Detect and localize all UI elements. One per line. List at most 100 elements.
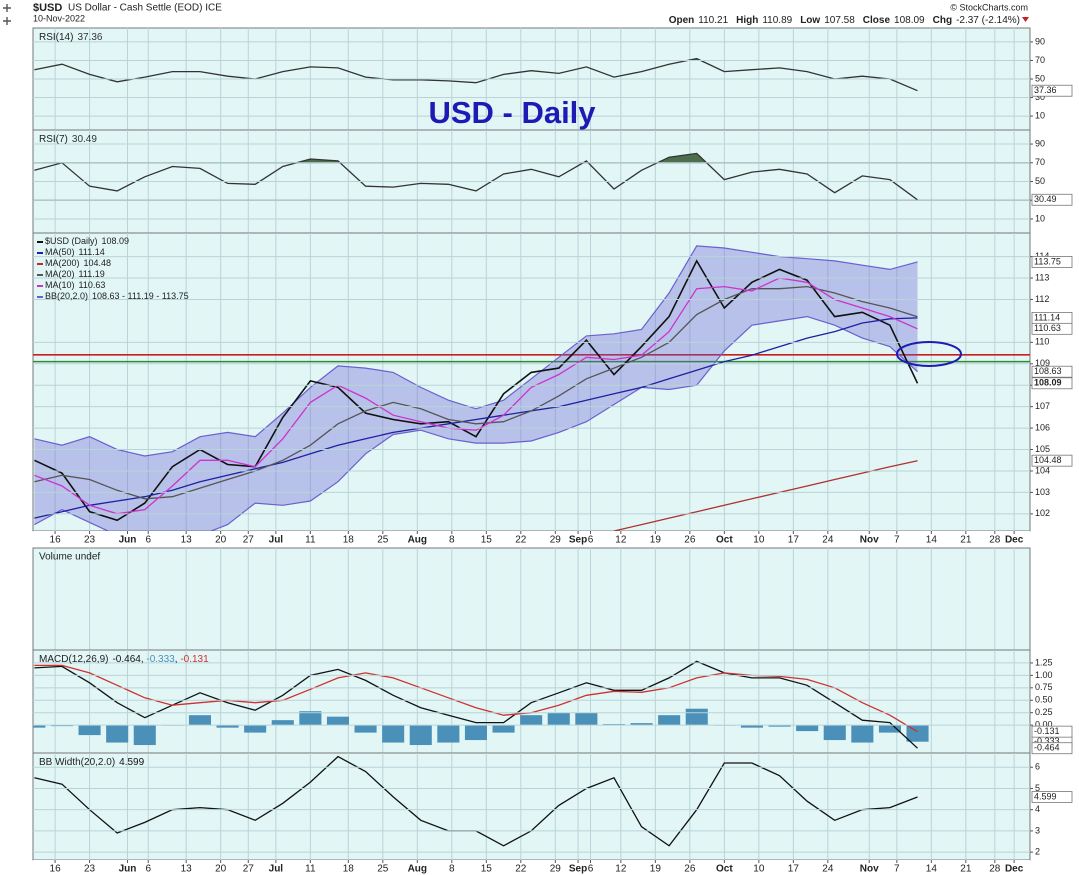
y-tick-label: 102: [1035, 508, 1050, 518]
y-tick-label: 0.25: [1035, 707, 1053, 717]
y-tick-label: 90: [1035, 36, 1045, 46]
y-tick-label: 0.00: [1035, 720, 1053, 730]
legend-entry: RSI(14) 37.36: [39, 32, 103, 43]
x-tick-label: 18: [343, 864, 355, 875]
last-value-box: [1031, 256, 1073, 268]
y-tick-label: 10: [1035, 110, 1045, 120]
y-tick-label: 0.50: [1035, 695, 1053, 705]
histogram-bar: [437, 725, 460, 743]
histogram-bar: [796, 725, 819, 732]
band-area: [34, 245, 918, 531]
x-tick-label: 12: [615, 864, 627, 875]
histogram-bar: [271, 720, 294, 726]
y-tick-label: 70: [1035, 55, 1045, 65]
y-tick-label: 90: [1035, 138, 1045, 148]
histogram-bar: [520, 715, 543, 726]
histogram-bar: [106, 725, 129, 743]
legend-entry: BB(20,2.0) 108.63 - 111.19 - 113.75: [45, 291, 189, 301]
x-tick-label: Jul: [269, 535, 284, 546]
x-tick-label: 6: [588, 535, 594, 546]
x-tick-label: 28: [989, 535, 1001, 546]
histogram-bar: [326, 716, 350, 726]
y-tick-label: 107: [1035, 401, 1050, 411]
date-row: [33, 860, 1030, 875]
histogram-bar: [851, 725, 874, 743]
x-tick-label: Jun: [119, 535, 137, 546]
series-line: [34, 277, 918, 515]
quote-label: Close: [863, 15, 891, 26]
x-tick-label: Nov: [860, 864, 879, 875]
legend-name: MA(50): [45, 247, 75, 257]
last-value-label: 37.36: [1034, 85, 1057, 95]
y-tick-label: 1.25: [1035, 657, 1053, 667]
histogram-bar: [547, 712, 570, 726]
legend-entry: MA(20) 111.19: [45, 269, 105, 279]
y-tick-label: 104: [1035, 465, 1050, 475]
series-line: [34, 660, 918, 749]
last-value-box: [1031, 791, 1073, 803]
last-value-label: 104.48: [1034, 455, 1062, 465]
histogram-bar: [409, 725, 432, 746]
last-value-label: 113.75: [1034, 256, 1061, 266]
last-value-label: 30.49: [1034, 194, 1057, 204]
x-tick-label: 29: [550, 535, 562, 546]
x-tick-label: 20: [215, 864, 227, 875]
series-line: [34, 317, 918, 519]
annotation: USD - Daily: [428, 95, 596, 130]
x-tick-label: 13: [181, 535, 193, 546]
y-tick-label: 50: [1035, 176, 1045, 186]
panel-background: [32, 752, 1031, 861]
x-tick-label: 11: [305, 864, 316, 875]
x-tick-label: 27: [243, 864, 255, 875]
histogram-bar: [630, 723, 653, 726]
x-tick-label: 6: [145, 535, 151, 546]
x-tick-label: 21: [960, 864, 972, 875]
x-tick-label: 23: [84, 535, 96, 546]
x-tick-label: 19: [650, 864, 662, 875]
quote-label: High: [736, 15, 758, 26]
legend-name: MA(10): [45, 280, 75, 290]
legend-separator: ,: [141, 654, 147, 665]
y-tick-label: 6: [1035, 762, 1040, 772]
x-tick-label: 16: [50, 864, 62, 875]
panel-background: [32, 547, 1031, 651]
change-arrow: [1022, 17, 1029, 22]
y-tick-label: 113: [1035, 272, 1049, 282]
highlight-ellipse: [896, 341, 962, 367]
histogram-bar: [188, 715, 212, 726]
x-tick-label: 26: [684, 535, 696, 546]
last-value-box: [1031, 454, 1073, 467]
histogram-bar: [878, 725, 901, 733]
x-tick-label: 28: [989, 864, 1001, 875]
x-tick-label: Sep: [569, 864, 587, 875]
x-tick-label: 8: [449, 864, 455, 875]
x-tick-label: Sep: [569, 535, 587, 546]
y-tick-label: 109: [1035, 358, 1050, 368]
quote-label: Low: [800, 15, 820, 26]
y-tick-label: 3: [1035, 825, 1040, 835]
histogram-bar: [685, 708, 708, 726]
legend-entry: MA(50) 111.14: [45, 247, 105, 257]
x-tick-label: 20: [215, 535, 227, 546]
legend-entry: $USD (Daily) 108.09: [45, 236, 129, 246]
last-value-label: 108.09: [1034, 378, 1062, 388]
legend-value: 111.14: [79, 247, 105, 257]
histogram-bar: [216, 725, 239, 728]
band-lower: [34, 315, 918, 531]
legend-value: -0.333: [146, 654, 175, 665]
last-value-box: [1031, 742, 1073, 755]
legend-value: 108.63 - 111.19 - 113.75: [92, 291, 189, 301]
y-tick-label: 4: [1035, 804, 1040, 814]
histogram-bar: [354, 725, 377, 733]
legend-name: BB Width(20,2.0): [39, 757, 115, 768]
quote-value: 110.21: [698, 15, 728, 26]
x-tick-label: 27: [243, 535, 255, 546]
legend-value: -0.464: [112, 654, 141, 665]
band-upper: [34, 245, 918, 457]
last-value-box: [1031, 365, 1073, 378]
histogram-bar: [133, 725, 156, 746]
x-tick-label: 23: [84, 864, 96, 875]
symbol: $USD: [33, 2, 62, 14]
x-tick-label: 14: [926, 864, 938, 875]
y-tick-label: 50: [1035, 73, 1045, 83]
